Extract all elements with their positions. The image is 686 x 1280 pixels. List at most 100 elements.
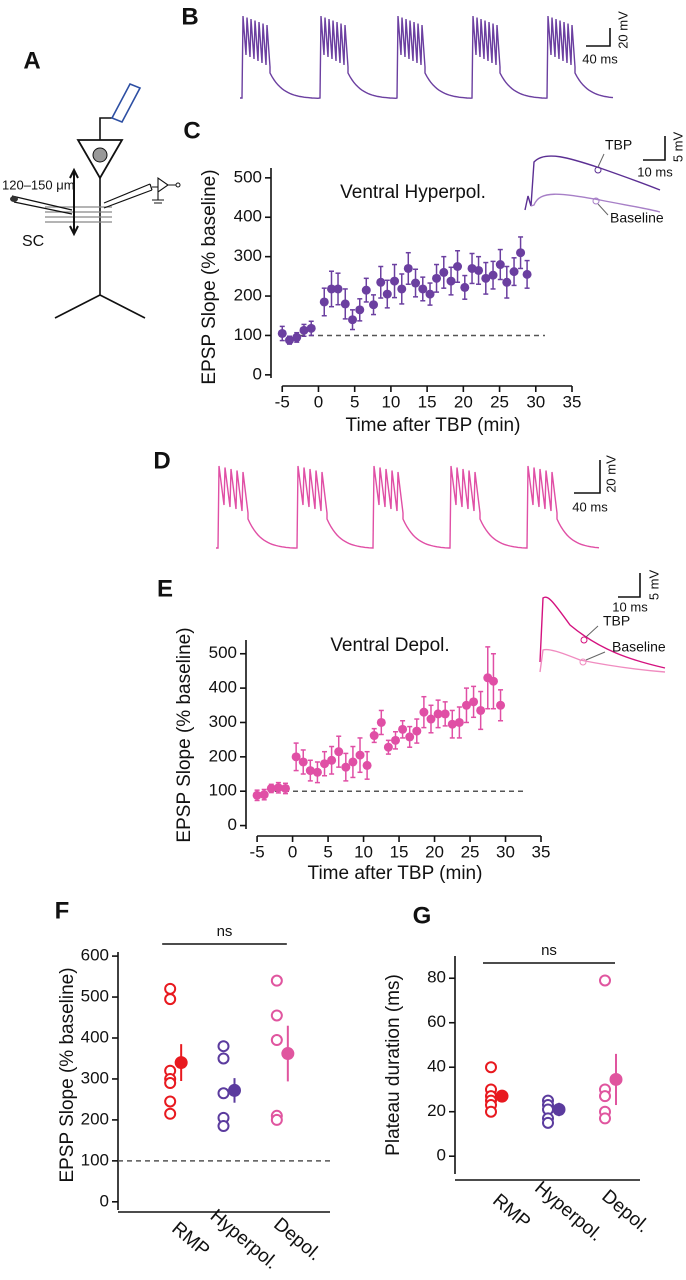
x-tick-label: 25 bbox=[490, 392, 509, 411]
panel-label: G bbox=[413, 902, 432, 929]
y-tick-label: 600 bbox=[81, 946, 109, 965]
x-tick-label: 0 bbox=[288, 842, 297, 861]
y-axis-label: EPSP Slope (% baseline) bbox=[174, 627, 195, 842]
neuron-diagram: A 120–150 μm SC bbox=[2, 47, 181, 319]
recording-electrode bbox=[103, 183, 153, 209]
data-point bbox=[454, 717, 464, 727]
stim-electrode bbox=[11, 195, 73, 215]
data-point bbox=[485, 1105, 497, 1118]
data-point bbox=[164, 1077, 177, 1090]
marker bbox=[580, 636, 588, 644]
y-tick-label: 100 bbox=[234, 325, 262, 344]
data-point bbox=[419, 707, 429, 717]
data-point bbox=[411, 278, 421, 288]
amplifier-out bbox=[175, 182, 181, 188]
x-axis-label: Time after TBP (min) bbox=[308, 863, 483, 884]
data-point bbox=[453, 261, 463, 271]
data-point bbox=[277, 328, 287, 338]
y-tick-label: 0 bbox=[253, 364, 262, 383]
data-point bbox=[432, 273, 442, 283]
x-tick-label: 35 bbox=[563, 392, 582, 411]
data-point bbox=[485, 1061, 497, 1074]
data-point bbox=[488, 676, 498, 686]
y-tick-label: 500 bbox=[81, 987, 109, 1006]
data-point bbox=[252, 790, 262, 800]
panel-label: F bbox=[55, 897, 70, 924]
data-point bbox=[439, 267, 449, 277]
y-axis-label: Plateau duration (ms) bbox=[383, 974, 404, 1156]
tbp-trace bbox=[539, 596, 666, 669]
data-point bbox=[340, 299, 350, 309]
x-tick-label: 20 bbox=[425, 842, 444, 861]
data-point bbox=[312, 767, 322, 777]
data-point bbox=[383, 742, 393, 752]
scale-time: 40 ms bbox=[572, 499, 608, 514]
significance-label: ns bbox=[541, 942, 557, 959]
x-tick-label: 30 bbox=[526, 392, 545, 411]
distance-label: 120–150 μm bbox=[2, 177, 75, 192]
x-tick-label: 15 bbox=[390, 842, 409, 861]
data-point bbox=[270, 1009, 283, 1022]
x-tick-label: 10 bbox=[381, 392, 400, 411]
data-point bbox=[599, 1112, 611, 1125]
category-label: RMP bbox=[168, 1218, 214, 1261]
data-point bbox=[425, 289, 435, 299]
data-point bbox=[217, 1052, 230, 1065]
data-point bbox=[284, 335, 294, 345]
data-point bbox=[305, 766, 315, 776]
data-point bbox=[397, 284, 407, 294]
scale-time: 40 ms bbox=[582, 51, 618, 66]
y-axis-label: EPSP Slope (% baseline) bbox=[57, 967, 78, 1182]
y-tick-label: 100 bbox=[209, 781, 237, 800]
panel-label: A bbox=[23, 47, 40, 74]
category-label: Hyperpol. bbox=[530, 1177, 606, 1245]
data-point bbox=[440, 709, 450, 719]
y-tick-label: 60 bbox=[427, 1012, 446, 1031]
mean-point bbox=[609, 1072, 623, 1086]
mean-point bbox=[174, 1056, 188, 1070]
data-point bbox=[461, 700, 471, 710]
data-point bbox=[403, 263, 413, 273]
pointer bbox=[597, 153, 609, 216]
data-point bbox=[217, 1040, 230, 1053]
x-tick-label: -5 bbox=[275, 392, 290, 411]
data-point bbox=[270, 974, 283, 987]
panel-label: C bbox=[183, 117, 200, 144]
data-point bbox=[369, 300, 379, 310]
data-point bbox=[333, 284, 343, 294]
panel-label: B bbox=[181, 3, 198, 30]
nucleus bbox=[92, 147, 108, 163]
data-point bbox=[599, 1090, 611, 1103]
scale-time: 10 ms bbox=[637, 164, 673, 179]
x-tick-label: -5 bbox=[250, 842, 265, 861]
x-tick-label: 25 bbox=[461, 842, 480, 861]
data-point bbox=[320, 759, 330, 769]
inset-traces bbox=[524, 136, 666, 216]
inset-label: Baseline bbox=[610, 210, 664, 226]
y-tick-label: 20 bbox=[427, 1101, 446, 1120]
data-point bbox=[469, 697, 479, 707]
y-tick-label: 400 bbox=[81, 1027, 109, 1046]
scale-voltage: 20 mV bbox=[615, 11, 630, 49]
data-point bbox=[273, 783, 283, 793]
x-tick-label: 15 bbox=[418, 392, 437, 411]
data-point bbox=[327, 284, 337, 294]
region-label: SC bbox=[22, 233, 44, 250]
data-point bbox=[398, 724, 408, 734]
voltage-trace bbox=[240, 15, 614, 100]
data-point bbox=[327, 755, 337, 765]
voltage-trace bbox=[216, 465, 600, 549]
data-point bbox=[418, 284, 428, 294]
scale-bar bbox=[586, 28, 611, 47]
data-point bbox=[217, 1087, 230, 1100]
data-point bbox=[217, 1120, 230, 1133]
data-point bbox=[376, 277, 386, 287]
data-point bbox=[291, 752, 301, 762]
data-point bbox=[334, 747, 344, 757]
y-axis-label: EPSP Slope (% baseline) bbox=[199, 169, 220, 384]
x-tick-label: 35 bbox=[532, 842, 551, 861]
panel-label: E bbox=[157, 575, 173, 602]
data-point bbox=[412, 726, 422, 736]
data-point bbox=[488, 270, 498, 280]
